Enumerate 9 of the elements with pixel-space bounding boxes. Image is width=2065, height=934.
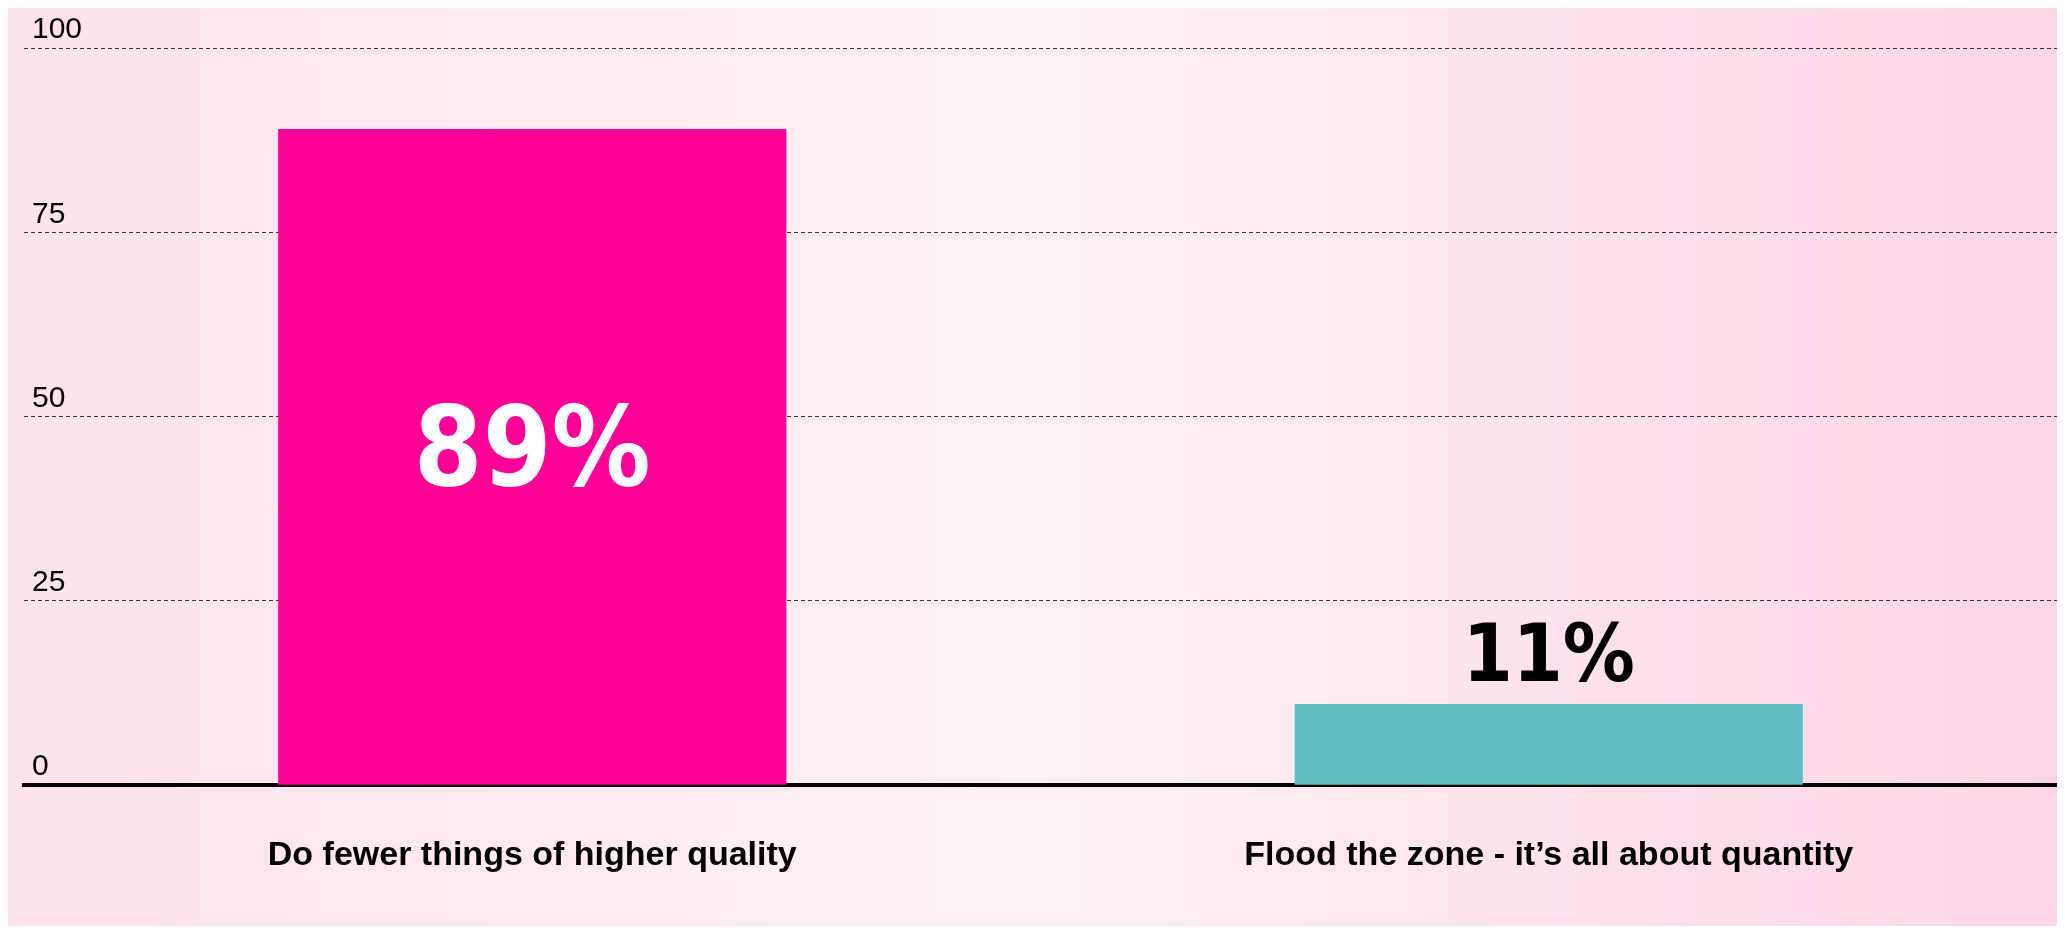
y-tick-label: 50 — [32, 379, 66, 413]
x-tick-label: Flood the zone - it’s all about quantity — [1244, 833, 1854, 872]
data-label: 89% — [413, 383, 651, 512]
y-tick-label: 100 — [32, 11, 83, 45]
data-label: 11% — [1462, 606, 1635, 700]
y-tick-label: 0 — [32, 748, 49, 782]
x-tick-label: Do fewer things of higher quality — [267, 833, 797, 872]
y-tick-label: 75 — [32, 195, 66, 229]
y-tick-label: 25 — [32, 564, 66, 598]
